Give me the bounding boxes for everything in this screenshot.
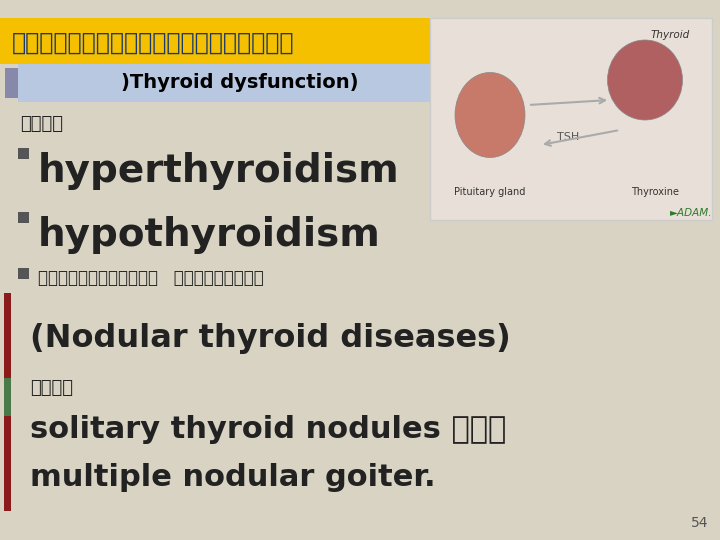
Bar: [0, 18, 470, 64]
Text: hypothyroidism: hypothyroidism: [38, 216, 381, 254]
Text: )Thyroid dysfunction): )Thyroid dysfunction): [121, 73, 359, 92]
Text: (Nodular thyroid diseases): (Nodular thyroid diseases): [30, 322, 510, 354]
Text: ไดแก: ไดแก: [20, 115, 63, 133]
Ellipse shape: [608, 40, 683, 120]
Bar: [18, 148, 29, 159]
Bar: [18, 212, 29, 223]
Bar: [4, 416, 11, 511]
Bar: [5, 68, 18, 98]
Bar: [18, 268, 29, 279]
Text: Thyroid: Thyroid: [651, 30, 690, 40]
Ellipse shape: [455, 72, 525, 158]
Bar: [4, 293, 11, 378]
Text: ไดแก: ไดแก: [30, 379, 73, 397]
Bar: [4, 378, 11, 416]
Text: multiple nodular goiter.: multiple nodular goiter.: [30, 463, 436, 492]
Text: Thyroxine: Thyroxine: [631, 187, 679, 197]
Text: solitary thyroid nodules และ: solitary thyroid nodules และ: [30, 415, 506, 444]
Text: 54: 54: [690, 516, 708, 530]
Text: ►ADAM.: ►ADAM.: [670, 208, 712, 218]
Text: และโรคกอนของ   ตอมไทรอยด: และโรคกอนของ ตอมไทรอยด: [38, 269, 264, 287]
Text: TSH: TSH: [557, 132, 579, 142]
Text: Pituitary gland: Pituitary gland: [454, 187, 526, 197]
Bar: [430, 18, 712, 220]
Text: hyperthyroidism: hyperthyroidism: [38, 152, 400, 190]
Text: โรคความผดปกตของตอมธย: โรคความผดปกตของตอมธย: [12, 31, 294, 55]
Bar: [18, 64, 470, 102]
